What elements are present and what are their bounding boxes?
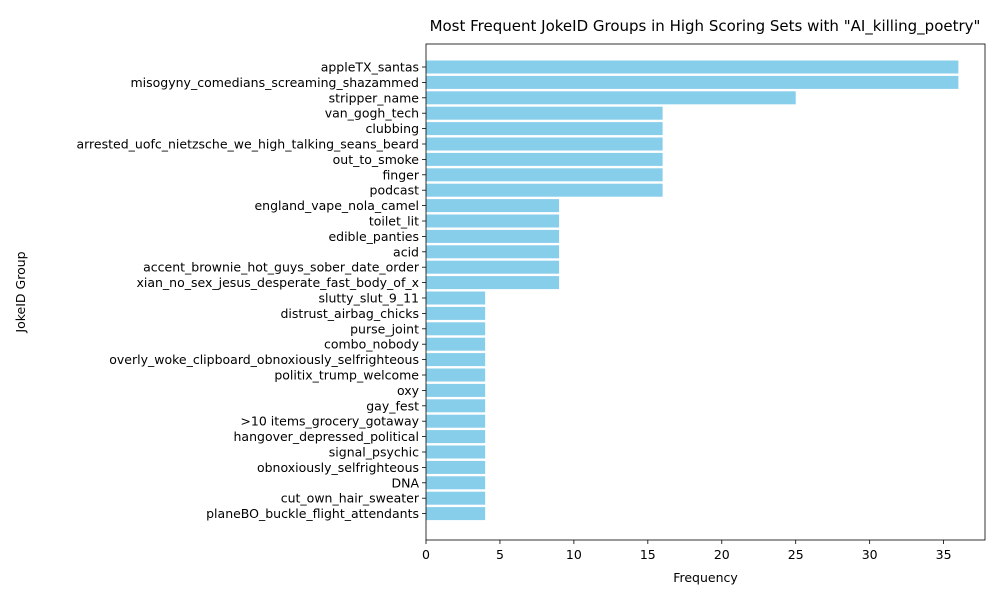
y-tick-label: accent_brownie_hot_guys_sober_date_order <box>143 260 420 275</box>
x-tick-label: 10 <box>566 547 582 562</box>
y-tick-label: gay_fest <box>366 398 419 413</box>
y-tick-label: planeBO_buckle_flight_attendants <box>206 506 419 521</box>
y-tick-label: podcast <box>370 183 420 198</box>
bar <box>426 229 560 243</box>
bar <box>426 75 959 89</box>
y-tick-label: misogyny_comedians_screaming_shazammed <box>130 75 419 90</box>
y-tick-label: politix_trump_welcome <box>274 368 419 383</box>
bar <box>426 353 486 367</box>
bar <box>426 476 486 490</box>
y-tick-label: >10 items_grocery_gotaway <box>240 414 419 429</box>
bar <box>426 91 796 105</box>
y-tick-label: england_vape_nola_camel <box>254 198 419 213</box>
bar <box>426 322 486 336</box>
y-tick-label: overly_woke_clipboard_obnoxiously_selfri… <box>109 352 419 367</box>
y-tick-label: cut_own_hair_sweater <box>281 491 420 506</box>
y-tick-label: van_gogh_tech <box>325 106 419 121</box>
y-tick-label: signal_psychic <box>329 445 419 460</box>
y-tick-label: edible_panties <box>328 229 419 244</box>
chart-title: Most Frequent JokeID Groups in High Scor… <box>430 17 981 36</box>
bar <box>426 60 959 74</box>
bar <box>426 214 560 228</box>
bar <box>426 152 663 166</box>
y-tick-labels: appleTX_santasmisogyny_comedians_screami… <box>76 60 426 521</box>
bar <box>426 260 560 274</box>
y-tick-label: clubbing <box>366 121 419 136</box>
bar <box>426 507 486 521</box>
y-tick-label: DNA <box>391 475 419 490</box>
x-tick-label: 0 <box>422 547 430 562</box>
y-tick-label: hangover_depressed_political <box>234 429 420 444</box>
x-tick-label: 5 <box>496 547 504 562</box>
y-tick-label: arrested_uofc_nietzsche_we_high_talking_… <box>76 137 419 152</box>
x-tick-label: 25 <box>788 547 804 562</box>
x-axis-label: Frequency <box>673 570 738 585</box>
bar <box>426 491 486 505</box>
bar <box>426 414 486 428</box>
y-tick-label: stripper_name <box>329 90 420 105</box>
bar <box>426 460 486 474</box>
bar <box>426 291 486 305</box>
bar <box>426 199 560 213</box>
y-tick-label: oxy <box>397 383 420 398</box>
y-tick-label: toilet_lit <box>369 214 419 229</box>
bars-group <box>426 60 959 521</box>
bar <box>426 399 486 413</box>
y-tick-label: acid <box>393 244 419 259</box>
bar <box>426 368 486 382</box>
bar <box>426 106 663 120</box>
y-tick-label: combo_nobody <box>324 337 420 352</box>
y-tick-label: xian_no_sex_jesus_desperate_fast_body_of… <box>136 275 419 290</box>
bar <box>426 445 486 459</box>
bar <box>426 276 560 290</box>
y-tick-label: slutty_slut_9_11 <box>318 291 419 306</box>
x-tick-labels: 0 5 10 15 20 25 30 35 <box>422 540 952 562</box>
y-tick-label: out_to_smoke <box>333 152 420 167</box>
x-tick-label: 15 <box>640 547 656 562</box>
x-tick-label: 35 <box>936 547 952 562</box>
bar <box>426 430 486 444</box>
bar <box>426 183 663 197</box>
bar <box>426 337 486 351</box>
plot-frame <box>425 43 986 541</box>
y-tick-label: distrust_airbag_chicks <box>281 306 420 321</box>
y-tick-label: finger <box>382 167 419 182</box>
y-tick-label: obnoxiously_selfrighteous <box>257 460 419 475</box>
y-tick-label: purse_joint <box>350 321 419 336</box>
bar <box>426 122 663 136</box>
bar <box>426 168 663 182</box>
bar <box>426 383 486 397</box>
y-axis-label: JokeID Group <box>13 251 28 333</box>
x-tick-label: 20 <box>714 547 730 562</box>
bar <box>426 137 663 151</box>
y-tick-label: appleTX_santas <box>321 60 419 75</box>
bar <box>426 245 560 259</box>
bar <box>426 306 486 320</box>
x-tick-label: 30 <box>862 547 878 562</box>
